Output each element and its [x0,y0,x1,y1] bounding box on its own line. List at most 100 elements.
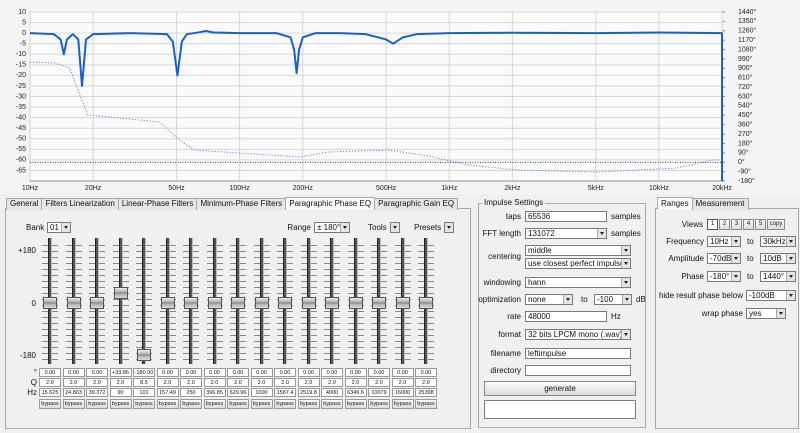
slider-knob[interactable] [43,296,57,309]
generate-button[interactable]: generate [484,381,636,396]
eq-field[interactable]: 1000 [250,388,273,397]
eq-field[interactable]: 2.0 [297,378,320,387]
tab[interactable]: Ranges [657,197,693,209]
fft-select[interactable]: 131072 [525,228,607,239]
slider-knob[interactable] [395,296,410,309]
eq-field[interactable]: +33.86 [109,368,132,377]
view-button[interactable]: 3 [731,219,742,230]
eq-field[interactable]: 2.0 [250,378,273,387]
eq-field[interactable]: 2.0 [156,378,179,387]
eq-field[interactable]: 0.00 [227,368,249,377]
bypass-button[interactable]: bypass [250,399,273,409]
eq-field[interactable]: 157.49 [156,388,179,397]
amplitude-from-select[interactable]: -70dB [707,253,741,264]
eq-field[interactable]: 90 [109,388,132,397]
tab[interactable]: Linear-Phase Filters [117,198,198,210]
slider-knob[interactable] [160,296,175,309]
eq-field[interactable]: 0.00 [156,368,179,377]
eq-field[interactable]: 0.00 [39,368,61,377]
range-select[interactable]: ± 180° [314,222,350,233]
tab[interactable]: Filters Linearization [41,198,119,210]
windowing-select[interactable]: hann [525,277,631,288]
bypass-button[interactable]: bypass [203,399,226,409]
eq-field[interactable]: 0.00 [180,368,202,377]
eq-field[interactable]: 2.0 [109,378,132,387]
bypass-button[interactable]: bypass [62,399,85,409]
copy-button[interactable]: copy [767,219,785,230]
eq-field[interactable]: 6349.6 [344,388,367,397]
bypass-button[interactable]: bypass [321,399,343,409]
bypass-button[interactable]: bypass [109,399,132,409]
eq-field[interactable]: 1587.4 [274,388,296,397]
eq-field[interactable]: 0.00 [321,368,343,377]
frequency-to-select[interactable]: 30kHz [760,236,796,247]
bypass-button[interactable]: bypass [344,399,367,409]
slider-knob[interactable] [419,296,433,309]
tools-menu[interactable] [390,222,400,233]
slider-knob[interactable] [325,296,339,309]
amplitude-to-select[interactable]: 10dB [760,253,796,264]
eq-field[interactable]: 2.0 [62,378,85,387]
slider-knob[interactable] [372,296,386,309]
eq-field[interactable]: 0.00 [203,368,226,377]
bypass-button[interactable]: bypass [297,399,320,409]
bypass-button[interactable]: bypass [180,399,202,409]
eq-field[interactable]: 2.0 [344,378,367,387]
slider-knob[interactable] [254,296,269,309]
eq-field[interactable]: 10079 [368,388,390,397]
phase-from-select[interactable]: -180° [707,271,741,282]
centering-select[interactable]: middle [525,245,631,256]
eq-field[interactable]: 2.0 [321,378,343,387]
view-button[interactable]: 5 [755,219,766,230]
eq-field[interactable]: 0.00 [250,368,273,377]
directory-input[interactable] [525,365,631,376]
eq-field[interactable]: 2.0 [86,378,108,387]
tab[interactable]: Paragraphic Phase EQ [285,197,376,209]
phase-to-select[interactable]: 1440° [760,271,796,282]
view-button[interactable]: 4 [743,219,754,230]
centering-mode-select[interactable]: use closest perfect impulse [525,258,631,269]
eq-field[interactable]: 2.0 [227,378,249,387]
eq-field[interactable]: 24.803 [62,388,85,397]
bypass-button[interactable]: bypass [39,399,61,409]
slider-knob[interactable] [301,296,316,309]
slider-knob[interactable] [113,286,128,299]
eq-field[interactable]: 0.00 [297,368,320,377]
bank-select[interactable]: 01 [47,222,71,233]
rate-input[interactable]: 48000 [525,311,607,322]
eq-field[interactable]: 0.00 [62,368,85,377]
taps-input[interactable]: 65536 [525,211,607,222]
eq-field[interactable]: 101 [133,388,155,397]
bypass-button[interactable]: bypass [133,399,155,409]
eq-field[interactable]: 0.00 [415,368,437,377]
eq-field[interactable]: 2519.8 [297,388,320,397]
tab[interactable]: Paragraphic Gain EQ [374,198,459,210]
eq-field[interactable]: 15.625 [39,388,61,397]
bypass-button[interactable]: bypass [415,399,437,409]
slider-knob[interactable] [278,296,292,309]
eq-field[interactable]: 2.0 [368,378,390,387]
eq-field[interactable]: 2.0 [39,378,61,387]
optimization-to-select[interactable]: -100 [594,294,632,305]
eq-field[interactable]: 25398 [415,388,437,397]
eq-field[interactable]: 2.0 [274,378,296,387]
slider-knob[interactable] [231,296,245,309]
eq-field[interactable]: 0.00 [86,368,108,377]
slider-knob[interactable] [137,349,151,361]
eq-field[interactable]: -180.00 [133,368,155,377]
presets-menu[interactable] [444,222,454,233]
tab[interactable]: Minimum-Phase Filters [196,198,287,210]
bypass-button[interactable]: bypass [156,399,179,409]
tab[interactable]: General [6,198,43,210]
slider-knob[interactable] [90,296,104,309]
hide-phase-select[interactable]: -100dB [746,290,796,301]
eq-field[interactable]: 8.5 [133,378,155,387]
slider-knob[interactable] [348,296,363,309]
slider-knob[interactable] [66,296,81,309]
bypass-button[interactable]: bypass [86,399,108,409]
eq-field[interactable]: 2.0 [415,378,437,387]
eq-field[interactable]: 2.0 [203,378,226,387]
slider-knob[interactable] [184,296,198,309]
slider-knob[interactable] [207,296,222,309]
filename-input[interactable]: leftimpulse [525,348,631,359]
